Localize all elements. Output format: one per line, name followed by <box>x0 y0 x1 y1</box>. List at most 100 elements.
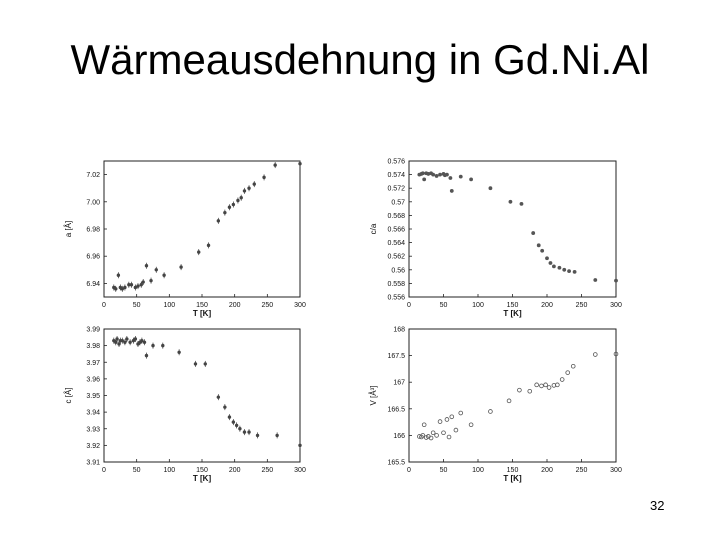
data-point <box>128 340 132 344</box>
data-point <box>527 388 533 394</box>
data-point <box>593 278 598 282</box>
x-tick-label: 150 <box>507 302 519 309</box>
y-tick-label: 6.94 <box>86 281 100 288</box>
data-point <box>468 422 474 428</box>
data-point <box>548 261 553 265</box>
x-tick-label: 0 <box>407 302 411 309</box>
data-point <box>114 340 118 344</box>
data-point <box>234 423 239 428</box>
data-point <box>438 172 442 177</box>
data-point <box>559 377 565 382</box>
data-point <box>434 433 439 438</box>
data-point <box>120 287 124 291</box>
x-tick-label: 200 <box>541 467 553 474</box>
y-tick-label: 167 <box>393 380 405 387</box>
y-tick-label: 166.5 <box>387 406 405 413</box>
data-point <box>428 435 434 441</box>
x-tick-label: 200 <box>229 302 241 309</box>
y-axis-label: c [Å] <box>64 387 73 403</box>
data-point <box>534 382 539 388</box>
data-point <box>255 433 260 438</box>
data-point <box>223 405 227 409</box>
data-point <box>203 362 207 366</box>
data-point <box>129 283 134 287</box>
x-tick-label: 200 <box>229 467 241 474</box>
data-point <box>242 430 247 434</box>
data-point <box>114 287 118 291</box>
data-point <box>572 269 577 274</box>
data-point <box>567 269 571 274</box>
chart-panel: 0 50 100 150 200 250 300 6.94 6.96 6.98 7.00 7.02 T … <box>64 160 306 318</box>
data-point <box>536 243 541 248</box>
data-point <box>449 414 455 420</box>
data-point <box>144 264 149 268</box>
data-point <box>162 273 166 277</box>
data-point <box>127 283 131 287</box>
data-point <box>444 417 450 422</box>
x-tick-label: 50 <box>133 302 141 309</box>
data-point <box>123 340 127 344</box>
y-axis-label: V [Å³] <box>369 385 378 405</box>
y-tick-label: 3.92 <box>86 443 100 450</box>
data-point <box>565 370 570 375</box>
data-point <box>161 343 165 348</box>
x-tick-label: 300 <box>610 302 622 309</box>
y-tick-label: 7.00 <box>86 199 100 206</box>
y-tick-label: 168 <box>393 327 405 334</box>
data-point <box>273 163 277 167</box>
y-tick-label: 0.568 <box>387 213 405 220</box>
y-tick-label: 0.564 <box>387 240 405 247</box>
y-axis-label: a [Å] <box>64 221 73 237</box>
data-point <box>262 175 266 180</box>
x-tick-label: 300 <box>294 467 306 474</box>
data-point <box>216 219 221 223</box>
y-tick-label: 3.97 <box>86 360 100 367</box>
data-point <box>179 265 183 269</box>
data-point <box>133 285 138 290</box>
y-tick-label: 0.572 <box>387 186 405 193</box>
y-tick-label: 167.5 <box>387 353 405 360</box>
chart-panel: 0 50 100 150 200 250 300 3.91 3.92 3.93 3.94 3.95 3.… <box>64 327 306 484</box>
data-point <box>133 337 138 341</box>
data-point <box>117 342 121 346</box>
data-point <box>531 231 536 235</box>
x-tick-label: 300 <box>610 467 622 474</box>
y-tick-label: 6.98 <box>86 227 100 234</box>
data-point <box>613 351 619 357</box>
data-point <box>247 430 251 434</box>
x-tick-label: 50 <box>440 302 448 309</box>
data-point <box>238 427 242 431</box>
data-point <box>231 420 236 424</box>
data-point <box>193 362 198 366</box>
data-point <box>236 198 240 203</box>
data-point <box>539 383 544 389</box>
x-tick-label: 0 <box>102 302 106 309</box>
x-tick-label: 100 <box>163 302 175 309</box>
x-tick-label: 100 <box>472 467 484 474</box>
x-axis-label: T [K] <box>193 474 212 483</box>
data-point <box>517 387 522 393</box>
data-point <box>469 177 473 182</box>
x-tick-label: 0 <box>407 467 411 474</box>
data-point <box>252 182 256 186</box>
data-point <box>177 350 181 354</box>
data-point <box>446 434 452 440</box>
y-tick-label: 0.566 <box>387 227 405 234</box>
y-tick-label: 0.562 <box>387 254 405 261</box>
data-point <box>445 172 449 177</box>
data-point <box>430 430 436 436</box>
y-tick-label: 3.99 <box>86 327 100 334</box>
data-point <box>488 186 493 191</box>
data-point <box>592 352 598 357</box>
data-point <box>144 353 149 358</box>
x-tick-label: 250 <box>261 302 273 309</box>
data-point <box>545 256 549 261</box>
y-tick-label: 7.02 <box>86 172 100 179</box>
y-tick-label: 3.98 <box>86 343 100 350</box>
data-point <box>223 210 227 215</box>
y-tick-label: 166 <box>393 433 405 440</box>
y-axis-label: c/a <box>369 223 378 234</box>
y-tick-label: 3.96 <box>86 376 100 383</box>
x-tick-label: 200 <box>541 302 553 309</box>
chart-panel: 0 50 100 150 200 250 300 0.556 0.558 0.56 0.562 0.5… <box>369 159 622 319</box>
